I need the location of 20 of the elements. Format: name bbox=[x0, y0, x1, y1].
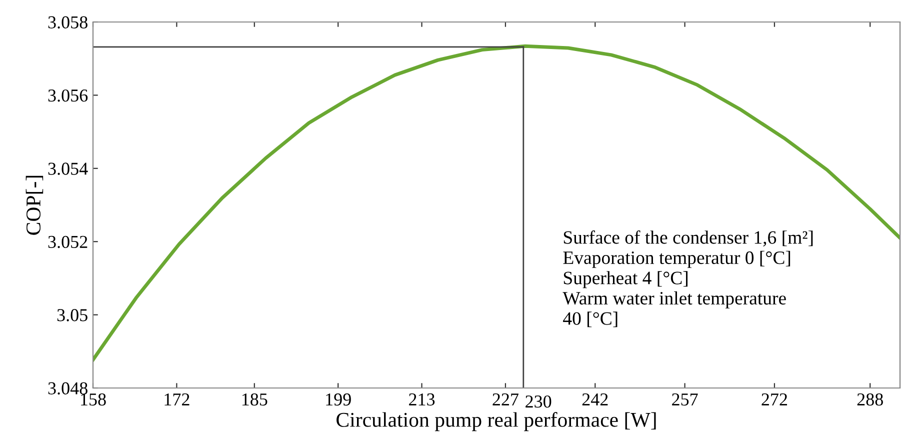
y-tick-label: 3.05 bbox=[57, 309, 88, 322]
y-tick-label: 3.048 bbox=[48, 382, 88, 395]
x-tick-label: 185 bbox=[242, 393, 268, 406]
x-tick-label: 199 bbox=[326, 393, 351, 406]
x-tick-label: 158 bbox=[81, 393, 106, 406]
x-axis-title: Circulation pump real performace [W] bbox=[336, 412, 656, 432]
y-tick-label: 3.058 bbox=[48, 16, 88, 29]
y-tick-label: 3.052 bbox=[48, 236, 88, 248]
x-tick-label: 242 bbox=[582, 393, 608, 406]
x-tick-label: 227 bbox=[492, 393, 518, 406]
x-tick-label: 272 bbox=[762, 393, 788, 406]
annotation: Surface of the condenser 1,6 [m²] Evaporation temperatur 0 [°C] Superheat 4 [°C] Warm water inlet temperature 40 [°C] bbox=[562, 230, 813, 328]
x-tick-label: 213 bbox=[409, 393, 435, 406]
x-tick-label: 288 bbox=[857, 393, 883, 406]
y-tick-label: 3.056 bbox=[48, 89, 88, 102]
x-tick-label: 172 bbox=[164, 393, 190, 406]
y-axis-title: COP[-] bbox=[26, 176, 44, 235]
x-tick-label: 257 bbox=[672, 393, 698, 406]
y-tick-label: 3.054 bbox=[48, 162, 88, 175]
ref-line-label: 230 bbox=[526, 395, 552, 408]
